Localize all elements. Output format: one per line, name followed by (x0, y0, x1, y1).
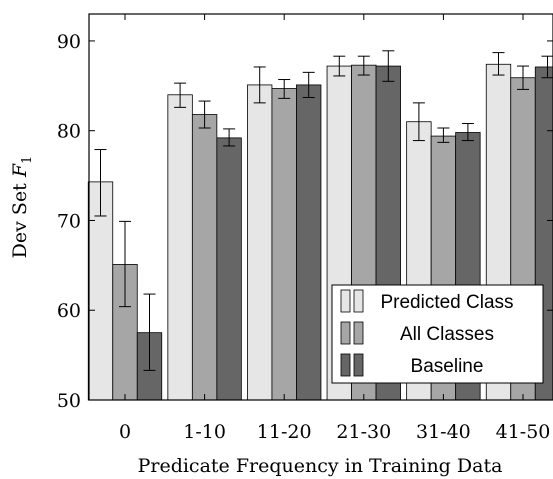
x-tick-label: 0 (119, 421, 131, 443)
legend-swatch (353, 289, 364, 313)
bar (296, 84, 322, 401)
y-tick-label: 60 (57, 300, 81, 322)
legend-label: Predicted Class (380, 292, 513, 313)
legend-swatch (340, 289, 351, 313)
x-tick-label: 1-10 (183, 421, 226, 443)
bar (191, 114, 218, 401)
x-tick-label: 21-30 (336, 421, 391, 443)
x-axis-label: Predicate Frequency in Training Data (138, 455, 503, 477)
legend-items: Predicted Class All Classes Baseline (340, 289, 514, 377)
legend-swatch (340, 321, 351, 345)
y-tick-label: 90 (57, 31, 81, 53)
bar (247, 84, 273, 401)
error-bars-layer (94, 50, 553, 371)
ticks-layer: 0 1-10 11-20 21-30 31-40 41-50 50 60 70 80 90 (57, 14, 553, 443)
y-tick-label: 70 (57, 210, 81, 232)
legend-swatch (353, 353, 364, 377)
y-tick-label: 50 (57, 390, 81, 412)
legend-swatch (353, 321, 364, 345)
x-tick-label: 41-50 (496, 421, 551, 443)
legend-box (331, 284, 544, 384)
y-axis-label: Dev Set F1 (9, 156, 35, 259)
y-axis-label-symbol: F (9, 163, 31, 178)
bar (167, 94, 193, 401)
y-tick-label: 80 (57, 121, 81, 143)
legend-swatch (340, 353, 351, 377)
x-tick-label: 31-40 (416, 421, 471, 443)
plot-frame (88, 13, 553, 401)
legend-label: Baseline (411, 356, 484, 377)
bar (87, 181, 114, 401)
bar (271, 88, 297, 401)
bar (216, 137, 242, 401)
legend: Predicted Class All Classes Baseline (331, 284, 544, 384)
y-axis-label-subscript: 1 (20, 156, 35, 164)
y-axis-label-prefix: Dev Set (9, 177, 31, 258)
x-tick-label: 11-20 (257, 421, 312, 443)
legend-label: All Classes (400, 324, 494, 345)
